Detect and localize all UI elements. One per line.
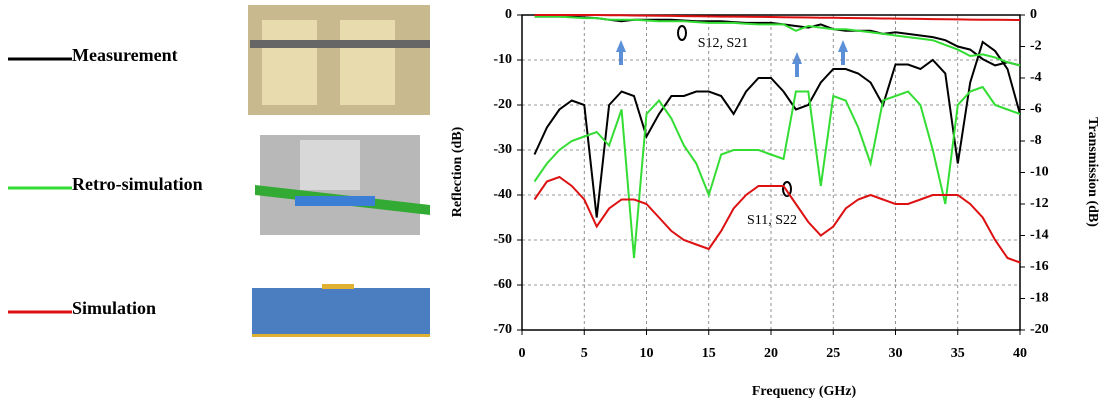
series-line (534, 14, 1021, 21)
x-tick-label: 25 (826, 346, 840, 361)
y2-tick-label: -10 (1030, 165, 1049, 180)
y2-tick-label: -12 (1030, 196, 1049, 211)
photo-block (262, 20, 317, 105)
x-tick-label: 40 (1013, 346, 1027, 361)
y-tick-label: -30 (493, 142, 512, 157)
annotation-marker (677, 25, 687, 41)
x-tick-label: 15 (702, 346, 716, 361)
annotation-arrows (616, 40, 848, 77)
y-tick-label: -70 (493, 322, 512, 337)
y-tick-label: 0 (505, 7, 512, 22)
x-tick-label: 35 (951, 346, 965, 361)
series-line (533, 175, 1021, 264)
photo-block (340, 20, 395, 105)
legend-images (248, 5, 430, 337)
y-tick-label: -20 (493, 97, 512, 112)
y-tick-label: -60 (493, 277, 512, 292)
y2-tick-label: -8 (1030, 133, 1042, 148)
cross-section-strip (322, 284, 354, 289)
y-tick-label: -50 (493, 232, 512, 247)
legend-label: Measurement (72, 45, 178, 65)
annotation: S12, S21 (698, 36, 749, 51)
y2-tick-label: -4 (1030, 70, 1042, 85)
x-tick-label: 5 (581, 346, 588, 361)
y-tick-label: -40 (493, 187, 512, 202)
legend-label: Simulation (72, 298, 156, 318)
y-tick-label: -10 (493, 52, 512, 67)
photo-cable (250, 40, 430, 48)
arrow (792, 52, 802, 77)
plot-frame (521, 14, 1021, 331)
arrow (616, 40, 626, 65)
annotation-marker (782, 181, 792, 197)
annotation: S11, S22 (747, 213, 797, 228)
x-tick-label: 30 (889, 346, 903, 361)
x-tick-label: 20 (764, 346, 778, 361)
x-tick-label: 10 (640, 346, 654, 361)
y2-tick-label: -2 (1030, 39, 1042, 54)
arrow (838, 40, 848, 65)
model-substrate (295, 196, 375, 206)
x-axis-label: Frequency (GHz) (752, 384, 857, 399)
y2-tick-label: -18 (1030, 291, 1049, 306)
series-line (533, 40, 1021, 218)
y2-tick-label: 0 (1030, 7, 1037, 22)
y-axis-label: Reflection (dB) (450, 126, 465, 217)
legend-label: Retro-simulation (72, 174, 203, 194)
y2-axis-label: Transmission (dB) (1085, 117, 1100, 227)
y2-tick-label: -6 (1030, 102, 1042, 117)
y2-tick-label: -16 (1030, 259, 1049, 274)
y2-tick-label: -14 (1030, 228, 1049, 243)
series-line (534, 15, 1021, 67)
series-line (533, 85, 1021, 259)
x-tick-label: 0 (519, 346, 526, 361)
cross-section-ground (252, 334, 430, 337)
model-cavity (300, 140, 360, 190)
cross-section (252, 288, 430, 336)
y2-tick-label: -20 (1030, 322, 1049, 337)
